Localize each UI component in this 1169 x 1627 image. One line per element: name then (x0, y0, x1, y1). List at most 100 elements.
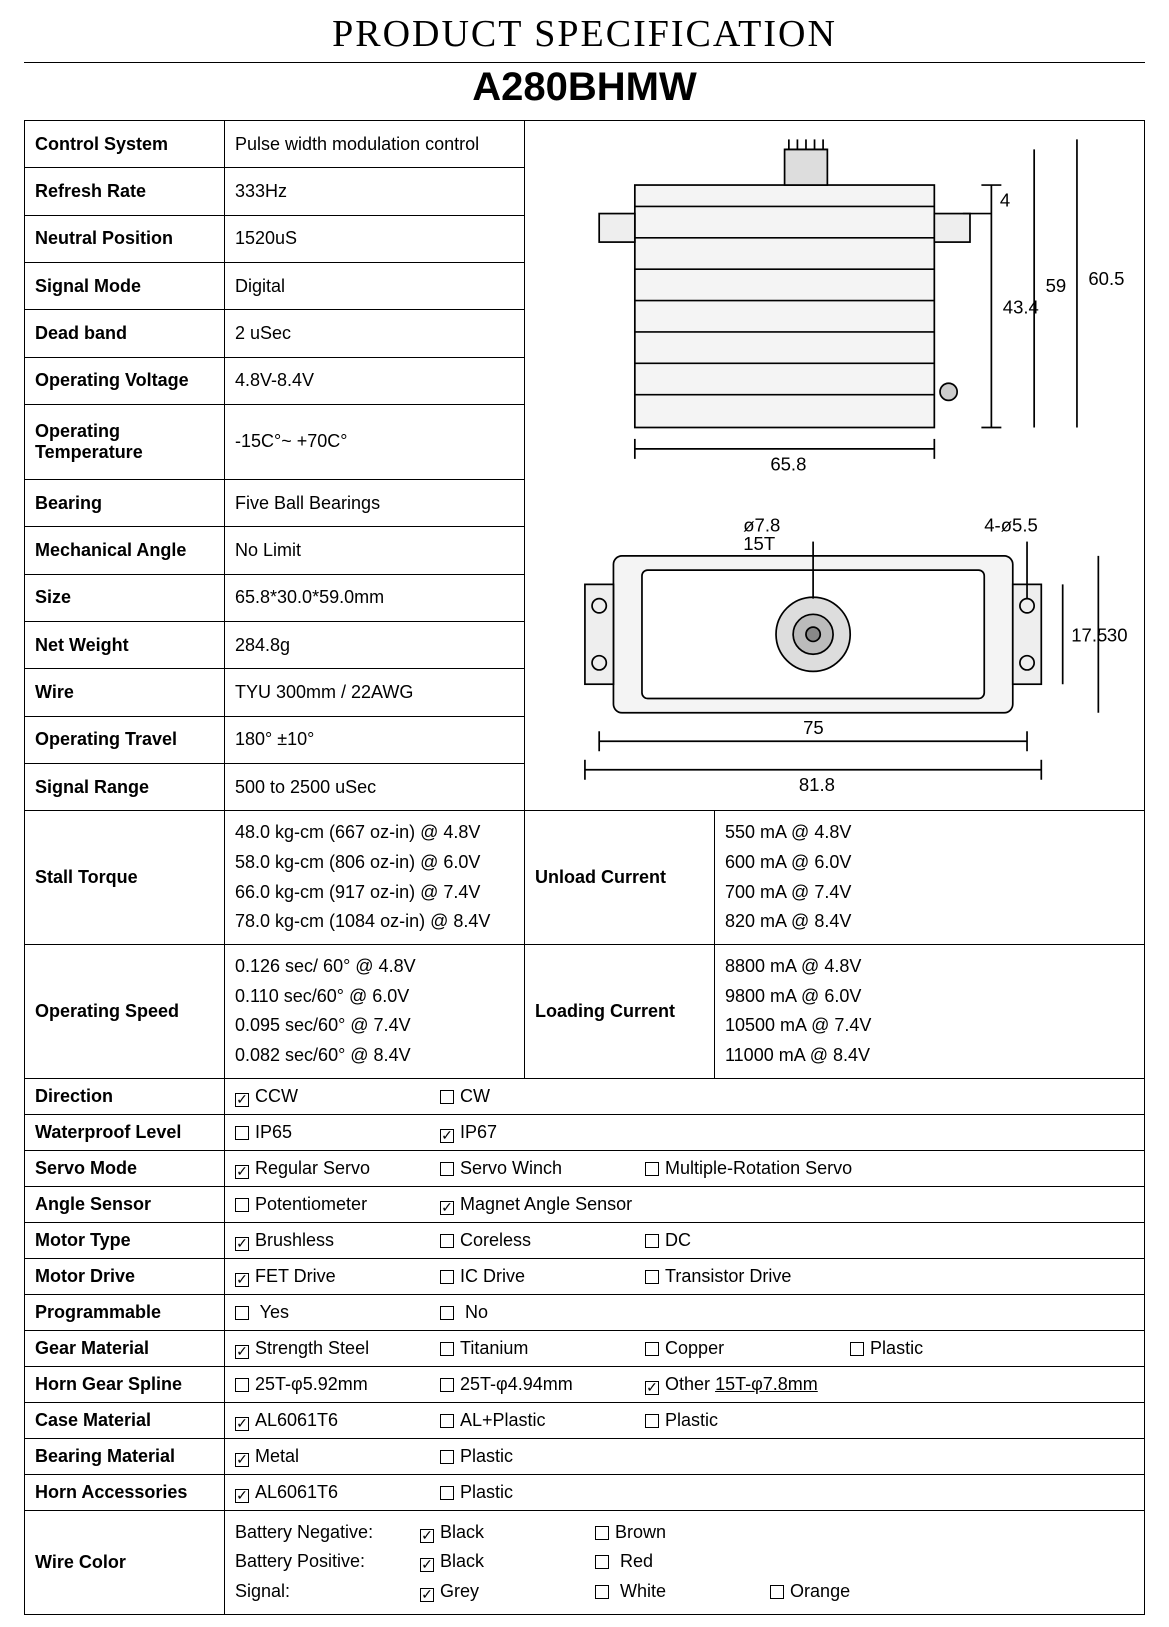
spec-label: Net Weight (25, 621, 225, 668)
svg-text:75: 75 (803, 717, 824, 738)
checkbox-option: Regular Servo (235, 1158, 435, 1179)
checkbox-option: Magnet Angle Sensor (440, 1194, 640, 1215)
checkbox-icon (235, 1273, 249, 1287)
checkbox-option: Yes (235, 1302, 435, 1323)
checkbox-icon (440, 1270, 454, 1284)
checkbox-option: Coreless (440, 1230, 640, 1251)
checkbox-option: IP67 (440, 1122, 640, 1143)
option-values: Potentiometer Magnet Angle Sensor (225, 1186, 1145, 1222)
spec-label: Operating Voltage (25, 357, 225, 404)
checkbox-option: CCW (235, 1086, 435, 1107)
checkbox-icon (440, 1450, 454, 1464)
spec-label: Signal Range (25, 763, 225, 810)
option-label: Servo Mode (25, 1150, 225, 1186)
checkbox-icon (440, 1234, 454, 1248)
checkbox-option: Plastic (440, 1482, 640, 1503)
checkbox-icon (235, 1306, 249, 1320)
option-values: Regular Servo Servo Winch Multiple-Rotat… (225, 1150, 1145, 1186)
svg-text:17.5: 17.5 (1071, 624, 1107, 645)
option-values: 25T-φ5.92mm 25T-φ4.94mm Other 15T-φ7.8mm (225, 1366, 1145, 1402)
spec-label: Signal Mode (25, 262, 225, 309)
checkbox-option: AL6061T6 (235, 1410, 435, 1431)
checkbox-icon (440, 1486, 454, 1500)
svg-text:30: 30 (1107, 624, 1128, 645)
checkbox-option: Black (420, 1547, 590, 1577)
spec-value: No Limit (225, 527, 525, 574)
operating-speed-values: 0.126 sec/ 60° @ 4.8V0.110 sec/60° @ 6.0… (225, 945, 525, 1079)
checkbox-icon (440, 1201, 454, 1215)
spec-value: Digital (225, 262, 525, 309)
checkbox-option: DC (645, 1230, 845, 1251)
spec-label: Bearing (25, 479, 225, 526)
unload-current-values: 550 mA @ 4.8V600 mA @ 6.0V700 mA @ 7.4V8… (715, 811, 1145, 945)
checkbox-icon (440, 1162, 454, 1176)
checkbox-icon (420, 1588, 434, 1602)
spec-label: Refresh Rate (25, 168, 225, 215)
wire-name: Battery Positive: (235, 1547, 415, 1577)
spec-value: 333Hz (225, 168, 525, 215)
checkbox-option: FET Drive (235, 1266, 435, 1287)
checkbox-option: 25T-φ5.92mm (235, 1374, 435, 1395)
checkbox-option: Copper (645, 1338, 845, 1359)
option-values: CCW CW (225, 1078, 1145, 1114)
checkbox-icon (595, 1585, 609, 1599)
svg-text:4-ø5.5: 4-ø5.5 (984, 515, 1038, 536)
stall-torque-values: 48.0 kg-cm (667 oz-in) @ 4.8V58.0 kg-cm … (225, 811, 525, 945)
checkbox-option: Other 15T-φ7.8mm (645, 1374, 845, 1395)
checkbox-icon (645, 1234, 659, 1248)
option-label: Horn Accessories (25, 1474, 225, 1510)
option-label: Motor Drive (25, 1258, 225, 1294)
option-label: Programmable (25, 1294, 225, 1330)
option-values: AL6061T6 AL+Plastic Plastic (225, 1402, 1145, 1438)
svg-text:4: 4 (1000, 189, 1010, 210)
drawing-svg: 65.8 43.4 59 60.5 4 ø7.8 15T (535, 128, 1134, 798)
checkbox-icon (850, 1342, 864, 1356)
checkbox-icon (440, 1129, 454, 1143)
checkbox-icon (235, 1198, 249, 1212)
checkbox-icon (235, 1165, 249, 1179)
checkbox-icon (235, 1126, 249, 1140)
checkbox-option: AL+Plastic (440, 1410, 640, 1431)
spec-label: Wire (25, 669, 225, 716)
checkbox-option: No (440, 1302, 640, 1323)
spec-value: TYU 300mm / 22AWG (225, 669, 525, 716)
checkbox-option: White (595, 1577, 765, 1607)
svg-text:15T: 15T (743, 533, 775, 554)
spec-value: 2 uSec (225, 310, 525, 357)
checkbox-option: IP65 (235, 1122, 435, 1143)
checkbox-icon (440, 1306, 454, 1320)
spec-label: Mechanical Angle (25, 527, 225, 574)
option-values: IP65 IP67 (225, 1114, 1145, 1150)
checkbox-option: Orange (770, 1577, 940, 1607)
checkbox-option: Plastic (645, 1410, 845, 1431)
svg-text:81.8: 81.8 (799, 774, 835, 795)
checkbox-icon (645, 1270, 659, 1284)
checkbox-option: Red (595, 1547, 765, 1577)
spec-value: -15C°~ +70C° (225, 404, 525, 479)
spec-value: 4.8V-8.4V (225, 357, 525, 404)
svg-text:65.8: 65.8 (770, 453, 806, 474)
stall-torque-label: Stall Torque (25, 811, 225, 945)
checkbox-icon (235, 1378, 249, 1392)
checkbox-icon (645, 1414, 659, 1428)
loading-current-label: Loading Current (525, 945, 715, 1079)
spec-value: 284.8g (225, 621, 525, 668)
checkbox-option: IC Drive (440, 1266, 640, 1287)
spec-label: Control System (25, 121, 225, 168)
technical-drawing: 65.8 43.4 59 60.5 4 ø7.8 15T (525, 121, 1145, 811)
option-values: Strength Steel Titanium Copper Plastic (225, 1330, 1145, 1366)
checkbox-option: Transistor Drive (645, 1266, 845, 1287)
checkbox-icon (645, 1381, 659, 1395)
option-values: Metal Plastic (225, 1438, 1145, 1474)
spec-label: Size (25, 574, 225, 621)
svg-text:59: 59 (1046, 275, 1067, 296)
checkbox-icon (235, 1417, 249, 1431)
checkbox-option: Brushless (235, 1230, 435, 1251)
checkbox-icon (235, 1453, 249, 1467)
spec-label: Dead band (25, 310, 225, 357)
spec-label: Operating Temperature (25, 404, 225, 479)
wire-color-cell: Battery Negative: Black BrownBattery Pos… (225, 1510, 1145, 1614)
checkbox-icon (235, 1489, 249, 1503)
checkbox-option: Plastic (440, 1446, 640, 1467)
spec-table: Control SystemPulse width modulation con… (24, 120, 1145, 1615)
